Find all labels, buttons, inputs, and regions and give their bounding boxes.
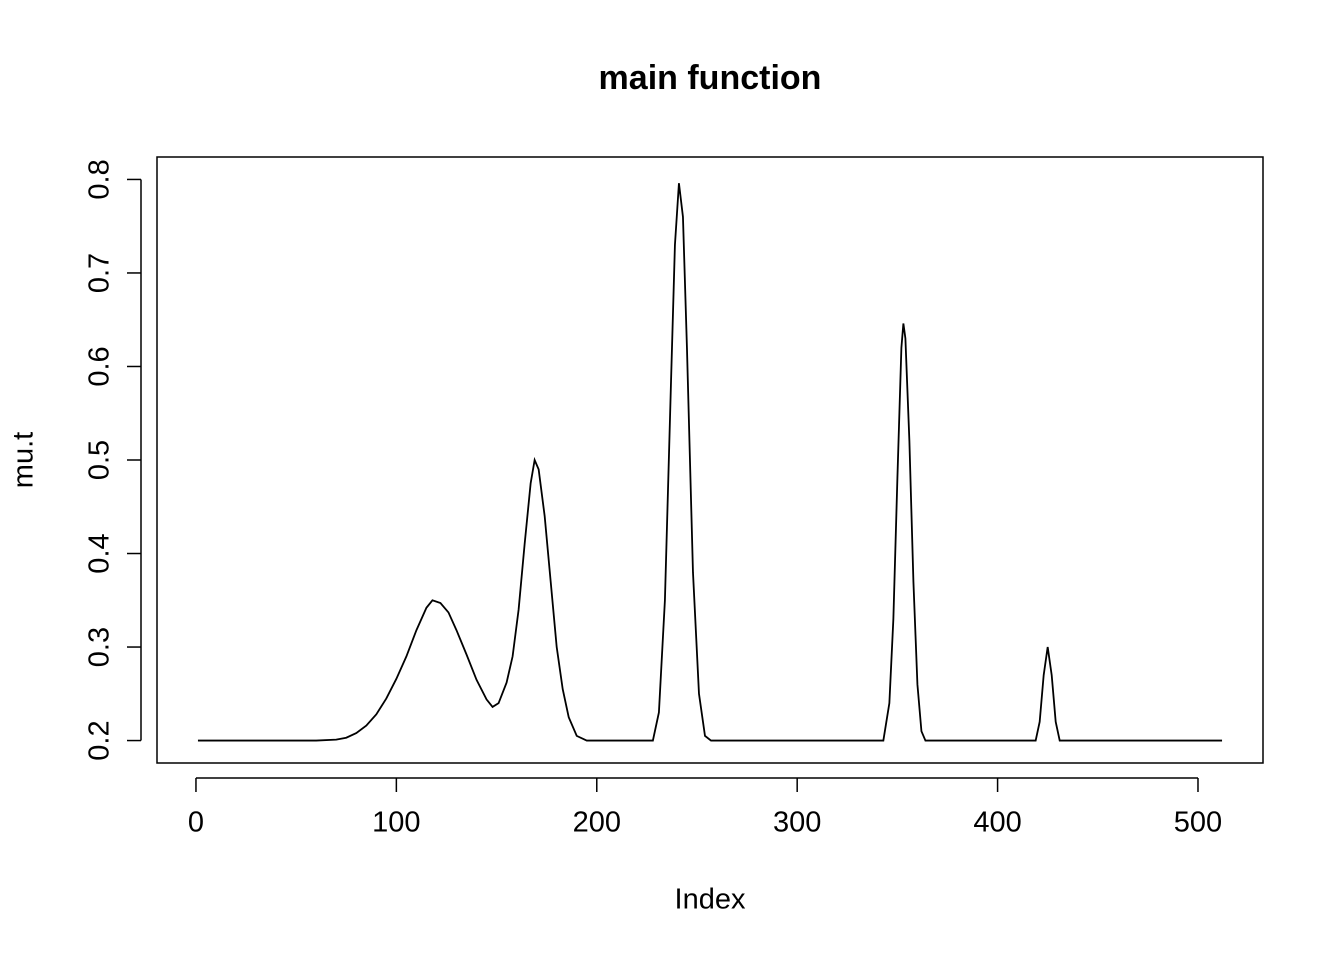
x-axis-label: Index (675, 884, 746, 916)
y-tick-label: 0.7 (84, 253, 116, 293)
x-tick-label: 100 (372, 807, 420, 839)
x-tick-label: 400 (973, 807, 1021, 839)
y-tick-label: 0.8 (84, 159, 116, 199)
y-tick-label: 0.4 (84, 533, 116, 573)
x-tick-label: 300 (773, 807, 821, 839)
y-tick-label: 0.5 (84, 440, 116, 480)
chart-title: main function (599, 59, 822, 97)
y-tick-label: 0.6 (84, 346, 116, 386)
x-tick-label: 0 (188, 807, 204, 839)
y-axis-label: mu.t (8, 432, 40, 488)
data-line (197, 183, 1223, 742)
y-tick-label: 0.2 (84, 720, 116, 760)
y-tick-label: 0.3 (84, 627, 116, 667)
plot-frame (156, 156, 1264, 764)
x-tick-label: 500 (1174, 807, 1222, 839)
x-tick-label: 200 (573, 807, 621, 839)
